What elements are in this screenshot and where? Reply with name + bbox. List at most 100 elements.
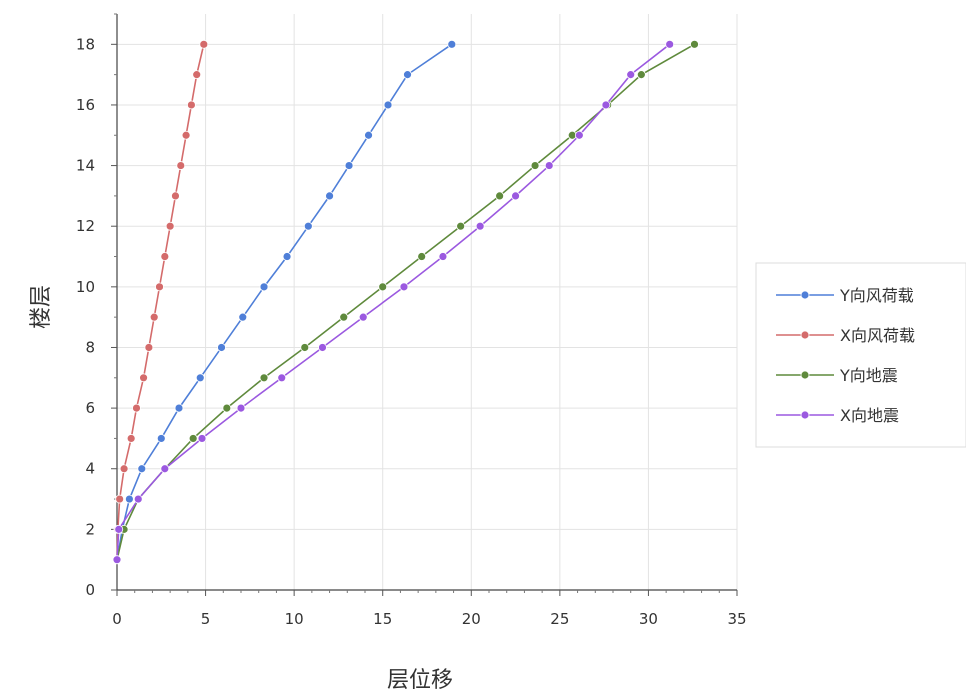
series-2 <box>112 39 209 565</box>
data-point <box>303 221 313 231</box>
data-point <box>217 343 226 352</box>
legend: Y向风荷载 X向风荷载 Y向地震 X向地震 <box>755 262 966 448</box>
y-tick-label: 18 <box>76 35 95 53</box>
x-axis-ticks: 0 5 10 15 20 25 30 35 <box>112 590 747 628</box>
data-point <box>636 70 646 80</box>
legend-item: X向地震 <box>776 406 899 425</box>
data-point <box>199 39 209 49</box>
data-point <box>155 282 164 292</box>
data-point <box>124 494 134 504</box>
data-point <box>399 282 409 292</box>
legend-label: Y向地震 <box>839 366 898 385</box>
data-point <box>133 494 143 504</box>
data-point <box>192 70 202 80</box>
data-point <box>344 161 354 170</box>
data-point <box>144 343 154 352</box>
legend-item: Y向地震 <box>776 366 898 385</box>
y-tick-label: 0 <box>85 581 95 599</box>
data-point <box>259 373 269 383</box>
data-point <box>530 161 540 170</box>
y-tick-label: 12 <box>76 217 95 235</box>
data-point <box>438 252 448 261</box>
legend-label: Y向风荷载 <box>839 286 914 305</box>
data-point <box>300 343 310 352</box>
data-point <box>195 373 205 383</box>
y-tick-label: 6 <box>85 399 95 417</box>
x-tick-label: 10 <box>285 610 304 628</box>
y-tick-label: 4 <box>85 460 95 478</box>
y-axis-ticks: 0 2 4 6 8 10 12 14 16 18 <box>76 13 117 599</box>
data-point <box>475 221 485 231</box>
x-axis-title: 层位移 <box>387 668 453 693</box>
legend-marker <box>800 290 810 300</box>
data-point <box>119 464 129 474</box>
data-point <box>174 403 184 413</box>
series-4 <box>112 39 675 565</box>
y-axis-title: 楼层 <box>29 285 54 329</box>
data-point <box>132 403 141 413</box>
x-tick-label: 25 <box>550 610 569 628</box>
data-point <box>358 312 368 322</box>
data-point <box>456 221 466 231</box>
data-point <box>126 434 136 443</box>
data-point <box>165 221 175 231</box>
data-point <box>186 100 196 110</box>
data-point <box>176 161 186 170</box>
series-line <box>116 44 205 560</box>
data-point <box>160 464 170 474</box>
x-tick-label: 30 <box>639 610 658 628</box>
data-point <box>544 161 554 170</box>
data-point <box>160 252 170 261</box>
data-point <box>197 434 207 443</box>
data-point <box>447 39 457 49</box>
data-point <box>378 282 388 292</box>
series-line <box>116 43 671 560</box>
y-tick-label: 14 <box>76 157 95 175</box>
legend-label: X向风荷载 <box>840 326 915 345</box>
data-point <box>149 312 159 322</box>
data-point <box>115 494 125 504</box>
y-tick-label: 8 <box>85 338 95 356</box>
legend-item: Y向风荷载 <box>776 286 914 305</box>
data-point <box>156 434 166 443</box>
legend-item: X向风荷载 <box>776 326 915 345</box>
data-point <box>222 403 232 413</box>
axes <box>116 14 737 591</box>
data-point <box>139 373 148 383</box>
x-tick-label: 0 <box>112 610 122 628</box>
data-point <box>383 100 393 110</box>
y-tick-label: 10 <box>76 278 95 296</box>
data-point <box>601 100 611 110</box>
data-point <box>325 191 334 201</box>
data-point <box>114 524 124 534</box>
data-point <box>339 312 349 322</box>
y-tick-label: 16 <box>76 96 95 114</box>
data-point <box>511 191 520 201</box>
data-point <box>690 39 699 49</box>
data-point <box>626 70 636 80</box>
data-point <box>259 282 269 292</box>
data-point <box>277 373 287 383</box>
data-point <box>495 191 505 201</box>
data-point <box>417 252 427 261</box>
data-point <box>137 464 147 474</box>
data-point <box>403 70 412 80</box>
x-tick-label: 5 <box>201 610 211 628</box>
data-point <box>171 191 180 201</box>
x-tick-label: 15 <box>373 610 392 628</box>
gridlines <box>117 14 738 590</box>
series-layer <box>112 39 699 565</box>
data-point <box>112 555 122 565</box>
data-point <box>181 130 191 140</box>
data-point <box>238 312 248 322</box>
data-point <box>574 130 584 140</box>
y-tick-label: 2 <box>85 520 95 538</box>
data-point <box>236 403 246 413</box>
legend-marker <box>800 330 810 340</box>
data-point <box>318 343 327 352</box>
legend-label: X向地震 <box>840 406 899 425</box>
data-point <box>665 39 675 49</box>
data-point <box>364 130 373 140</box>
data-point <box>188 434 198 443</box>
